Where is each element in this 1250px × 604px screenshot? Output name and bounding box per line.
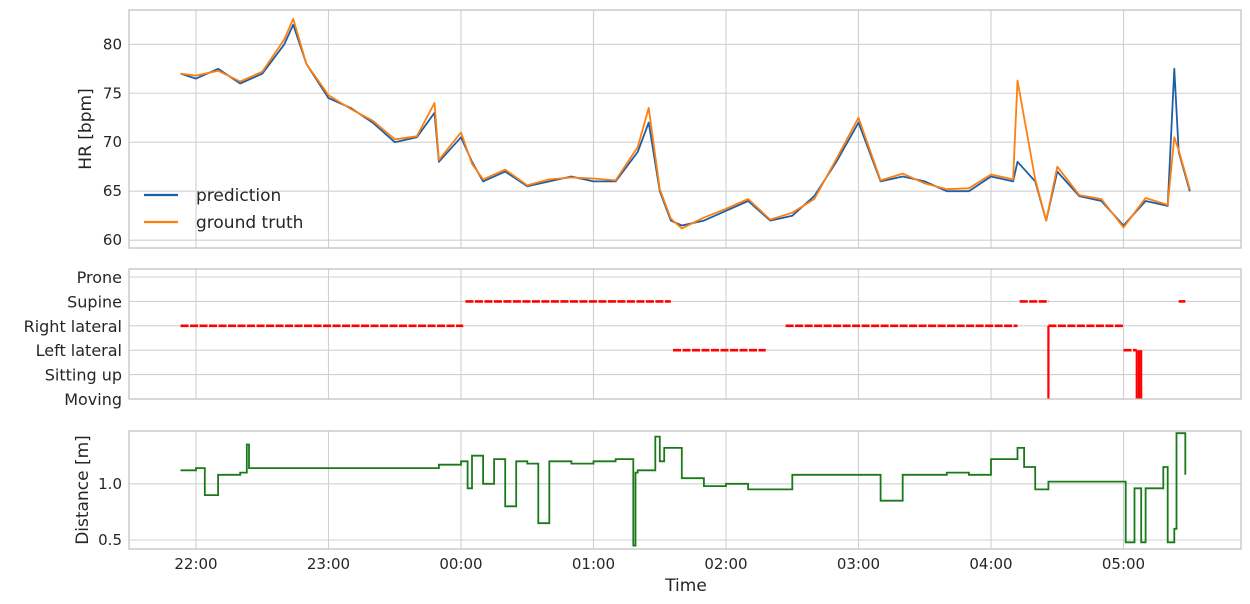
posture-panel: Prone Supine Right lateral Left lateral Sitt… — [24, 268, 1242, 409]
x-tick-label: 04:00 — [969, 555, 1012, 573]
x-tick-label: 01:00 — [572, 555, 615, 573]
hr-panel-frame — [128, 9, 1242, 249]
hr-ytick-label: 60 — [103, 231, 122, 249]
posture-category-label: Supine — [67, 292, 122, 311]
hr-ytick-label: 75 — [103, 84, 122, 102]
posture-category-label: Left lateral — [36, 341, 122, 360]
posture-category-label: Right lateral — [24, 317, 122, 336]
distance-series-0 — [180, 432, 1187, 547]
hr-ytick-label: 80 — [103, 35, 122, 53]
x-axis-label: Time — [664, 576, 707, 596]
posture-category-label: Moving — [64, 390, 122, 409]
x-tick-label: 02:00 — [704, 555, 747, 573]
legend-ground-truth-label: ground truth — [196, 213, 303, 233]
x-tick-label: 05:00 — [1102, 555, 1145, 573]
distance-panel: 0.5 1.0 22:00 23:00 00:00 01:00 02:00 03:00 04:… — [73, 430, 1242, 596]
hr-series-ground-truth — [180, 17, 1191, 230]
distance-ytick-label: 1.0 — [98, 475, 122, 493]
legend-prediction-label: prediction — [196, 186, 281, 206]
hr-series-prediction — [180, 23, 1191, 227]
hr-ytick-label: 65 — [103, 182, 122, 200]
hr-ylabel: HR [bpm] — [76, 88, 96, 169]
distance-ylabel: Distance [m] — [73, 435, 93, 545]
posture-category-label: Prone — [77, 268, 122, 287]
posture-category-label: Sitting up — [45, 366, 122, 385]
distance-panel-frame — [128, 430, 1242, 550]
x-tick-label: 00:00 — [439, 555, 482, 573]
hr-ytick-label: 70 — [103, 133, 122, 151]
x-tick-label: 22:00 — [174, 555, 217, 573]
hr-legend: prediction ground truth — [144, 186, 303, 233]
x-tick-label: 03:00 — [837, 555, 880, 573]
hr-panel: 60 65 70 75 80 HR [bpm] prediction ground tr… — [76, 9, 1242, 249]
x-tick-label: 23:00 — [307, 555, 350, 573]
distance-ytick-label: 0.5 — [98, 531, 122, 549]
posture-panel-frame — [128, 268, 1242, 400]
